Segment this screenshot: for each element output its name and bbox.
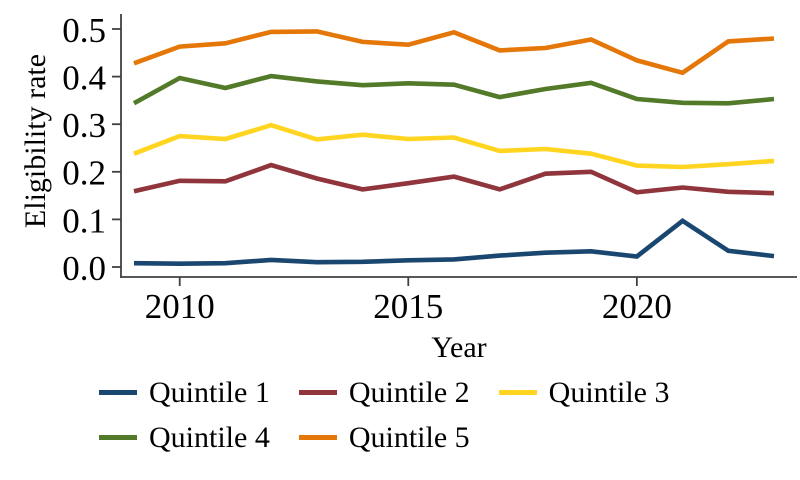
legend-item-quintile-5: Quintile 5 xyxy=(298,415,470,460)
legend-swatch-quintile-3 xyxy=(498,390,537,395)
series-line-quintile-1 xyxy=(133,217,775,267)
legend-item-quintile-2: Quintile 2 xyxy=(298,370,470,415)
y-tick-label: 0.3 xyxy=(62,106,106,145)
legend-item-quintile-1: Quintile 1 xyxy=(99,370,270,415)
series-line-quintile-2 xyxy=(133,162,775,196)
series-line-quintile-3 xyxy=(133,122,775,170)
y-tick-label: 0.2 xyxy=(62,154,106,193)
legend-item-quintile-4: Quintile 4 xyxy=(99,415,270,460)
legend-label-quintile-5: Quintile 5 xyxy=(348,420,470,454)
legend-label-quintile-1: Quintile 1 xyxy=(149,375,270,409)
series-line-quintile-4 xyxy=(132,73,775,106)
x-axis-title: Year xyxy=(431,331,487,364)
legend-swatch-quintile-1 xyxy=(99,390,137,395)
y-tick-label: 0.5 xyxy=(62,11,106,50)
legend-swatch-quintile-4 xyxy=(99,435,137,440)
y-axis-title: Eligibility rate xyxy=(19,53,52,229)
legend-label-quintile-2: Quintile 2 xyxy=(348,375,470,409)
series-line-quintile-5 xyxy=(133,29,775,76)
x-tick-label: 2010 xyxy=(145,287,215,326)
y-tick-label: 0.0 xyxy=(62,249,106,288)
legend-swatch-quintile-2 xyxy=(298,390,337,395)
legend-swatch-quintile-5 xyxy=(298,435,337,440)
y-tick-label: 0.4 xyxy=(62,59,106,98)
x-tick-label: 2020 xyxy=(602,287,672,326)
legend-label-quintile-3: Quintile 3 xyxy=(548,375,670,409)
legend: Quintile 1 Quintile 2 Quintile 3 Quintile 4… xyxy=(99,370,749,460)
legend-item-quintile-3: Quintile 3 xyxy=(498,370,670,415)
y-tick-label: 0.1 xyxy=(62,201,106,240)
x-tick-label: 2015 xyxy=(373,287,443,326)
legend-label-quintile-4: Quintile 4 xyxy=(149,420,270,454)
